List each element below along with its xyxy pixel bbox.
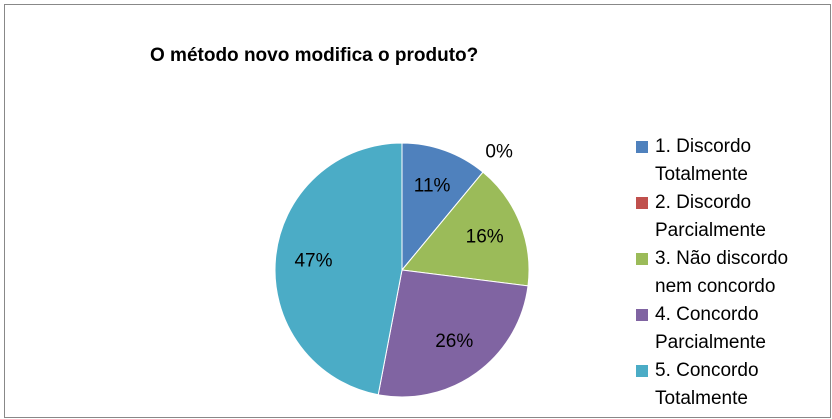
- legend-entry: 1. Discordo Totalmente: [636, 133, 826, 189]
- data-label: 16%: [466, 226, 504, 247]
- legend-swatch: [636, 253, 648, 265]
- data-label: 47%: [294, 251, 332, 272]
- legend-label: 4. Concordo Parcialmente: [655, 304, 766, 353]
- data-label: 11%: [414, 175, 451, 196]
- pie-slice: [274, 142, 403, 396]
- chart-title: O método novo modifica o produto?: [150, 45, 478, 66]
- pie-slice: [401, 142, 484, 272]
- legend-entry: 2. Discordo Parcialmente: [636, 189, 826, 245]
- legend: 1. Discordo Totalmente 2. Discordo Parcia…: [636, 133, 826, 413]
- legend-entry: 5. Concordo Totalmente: [636, 357, 826, 413]
- legend-swatch: [636, 141, 648, 153]
- legend-label: 5. Concordo Totalmente: [655, 360, 759, 409]
- legend-label: 3. Não discordo nem concordo: [655, 248, 789, 297]
- legend-label: 2. Discordo Parcialmente: [655, 192, 766, 241]
- legend-entry: 3. Não discordo nem concordo: [636, 245, 826, 301]
- legend-entry: 4. Concordo Parcialmente: [636, 301, 826, 357]
- data-label: 0%: [485, 142, 513, 163]
- data-label: 26%: [435, 331, 473, 352]
- pie-slice: [377, 269, 529, 398]
- legend-label: 1. Discordo Totalmente: [655, 136, 752, 185]
- legend-swatch: [636, 197, 648, 209]
- pie-slice: [401, 171, 530, 287]
- legend-swatch: [636, 309, 648, 321]
- legend-swatch: [636, 365, 648, 377]
